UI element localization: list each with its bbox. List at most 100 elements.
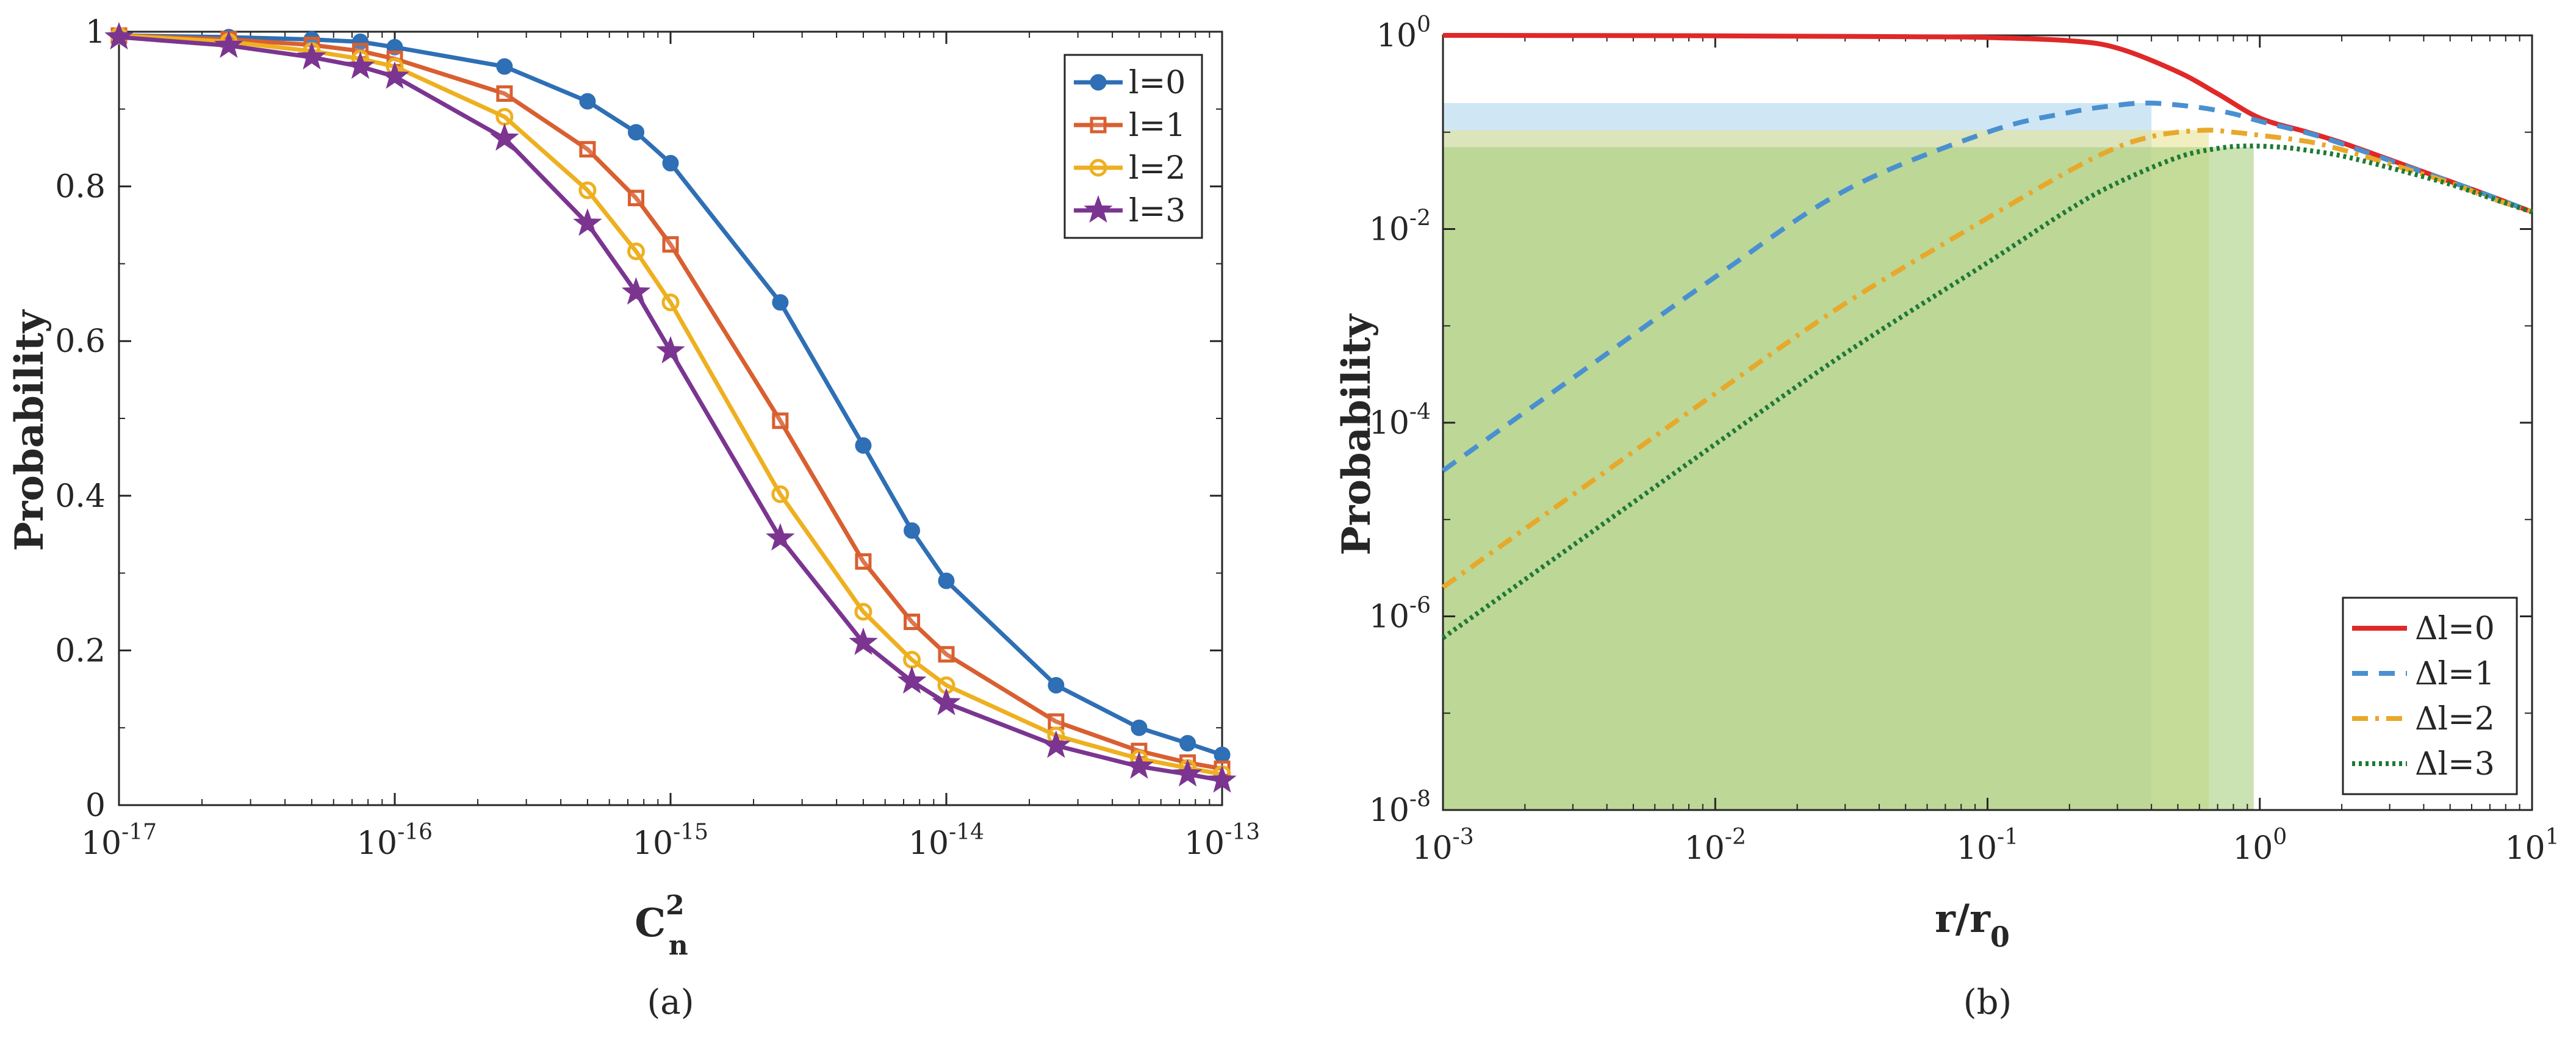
x-tick-label-a: 10-16 bbox=[357, 820, 433, 862]
x-tick-label-b-exp: -2 bbox=[1725, 825, 1746, 850]
x-axis-label-b: r/r0 bbox=[1935, 896, 2010, 953]
y-tick-label-b-base: 10 bbox=[1369, 792, 1409, 829]
y-tick-label-b: 100 bbox=[1376, 12, 1431, 54]
data-point-a-0-12 bbox=[938, 572, 955, 589]
data-point-a-3-1 bbox=[214, 30, 243, 59]
x-tick-label-a-base: 10 bbox=[908, 825, 949, 862]
legend-label-a-1: l=1 bbox=[1129, 107, 1185, 144]
x-tick-label-a: 10-17 bbox=[81, 820, 157, 862]
data-point-a-0-5 bbox=[496, 58, 513, 75]
series-line-b-3 bbox=[1441, 143, 2533, 640]
caption-a: (a) bbox=[647, 983, 694, 1022]
y-tick-label-b-exp: -2 bbox=[1409, 206, 1431, 231]
data-point-a-2-7 bbox=[627, 242, 646, 260]
y-tick-label-b-base: 10 bbox=[1376, 18, 1417, 54]
series-line-a-2 bbox=[118, 33, 1223, 776]
x-axis-label-a-sub: n bbox=[669, 930, 688, 961]
y-tick-label-b-base: 10 bbox=[1369, 212, 1409, 248]
data-point-a-2-10 bbox=[854, 603, 872, 621]
y-tick-label-a: 0.4 bbox=[55, 478, 106, 515]
x-tick-label-b-base: 10 bbox=[2505, 830, 2545, 867]
x-tick-label-a-exp: -17 bbox=[121, 820, 157, 845]
caption-b: (b) bbox=[1963, 983, 2012, 1022]
series-line-b-0 bbox=[1442, 33, 2533, 215]
y-tick-label-a: 0.2 bbox=[55, 633, 106, 669]
data-point-a-2-8 bbox=[661, 293, 680, 312]
data-point-a-0-16 bbox=[1214, 747, 1231, 764]
y-tick-label-b: 10-8 bbox=[1369, 787, 1431, 829]
legend-label-a-0: l=0 bbox=[1129, 65, 1185, 101]
x-axis-label-b-sub: 0 bbox=[1990, 920, 2010, 953]
x-tick-label-b: 10-1 bbox=[1957, 825, 2018, 867]
data-point-a-0-15 bbox=[1179, 735, 1196, 752]
x-tick-label-b-exp: -3 bbox=[1453, 825, 1474, 850]
y-tick-label-b-exp: -6 bbox=[1409, 593, 1431, 618]
data-point-a-3-11 bbox=[897, 666, 927, 694]
x-tick-label-b: 101 bbox=[2505, 825, 2559, 867]
data-point-a-0-6 bbox=[579, 93, 596, 110]
x-tick-label-b-base: 10 bbox=[2232, 830, 2273, 867]
data-point-a-3-9 bbox=[766, 523, 795, 551]
data-point-a-3-7 bbox=[621, 277, 651, 305]
y-axis-label-b: Probability bbox=[1334, 314, 1380, 556]
data-point-a-0-7 bbox=[628, 124, 645, 141]
data-point-a-3-16 bbox=[1207, 765, 1237, 793]
panel-b-chart: 10-3 10-2 10-1 100 10110-810-610-410-2100Pro… bbox=[1334, 12, 2560, 1022]
y-tick-label-b-base: 10 bbox=[1369, 405, 1409, 442]
data-point-a-3-6 bbox=[573, 208, 602, 236]
x-tick-label-a-exp: -14 bbox=[949, 820, 984, 845]
x-axis-label-b-base: r/r bbox=[1935, 896, 1991, 942]
legend-label-a-2: l=2 bbox=[1129, 150, 1185, 187]
legend-marker-a-0 bbox=[1090, 74, 1107, 91]
x-axis-label-a: C2 n bbox=[635, 890, 688, 961]
x-tick-label-a-exp: -13 bbox=[1225, 820, 1260, 845]
data-point-a-1-5 bbox=[496, 85, 513, 102]
legend-marker-a-3 bbox=[1084, 195, 1113, 223]
x-tick-label-a-base: 10 bbox=[357, 825, 397, 862]
shaded-region-b-2 bbox=[1443, 147, 2254, 810]
legend-b: Δl=0 Δl=1 Δl=2 Δl=3 bbox=[2342, 597, 2518, 795]
data-point-a-3-3 bbox=[345, 51, 375, 79]
legend-label-a-3: l=3 bbox=[1129, 193, 1185, 229]
data-point-a-3-8 bbox=[656, 335, 685, 364]
data-point-a-1-13 bbox=[1048, 713, 1065, 730]
y-tick-label-b-exp: -4 bbox=[1409, 400, 1431, 425]
y-tick-label-b: 10-6 bbox=[1369, 593, 1431, 636]
series-line-b-1 bbox=[1441, 100, 2533, 473]
x-tick-label-a-exp: -16 bbox=[397, 820, 433, 845]
x-tick-label-a: 10-15 bbox=[633, 820, 708, 862]
series-a-l=3 bbox=[104, 21, 1237, 793]
legend-label-b-1: Δl=1 bbox=[2415, 656, 2495, 692]
x-tick-label-b: 100 bbox=[2232, 825, 2287, 867]
x-tick-label-b-base: 10 bbox=[1412, 830, 1452, 867]
legend-marker-a-2 bbox=[1089, 159, 1107, 177]
data-point-a-0-14 bbox=[1131, 719, 1148, 736]
data-point-a-3-5 bbox=[490, 123, 519, 151]
data-point-a-3-10 bbox=[849, 627, 878, 655]
x-tick-label-a: 10-14 bbox=[908, 820, 984, 862]
data-point-a-1-12 bbox=[938, 646, 955, 663]
data-point-a-0-9 bbox=[772, 294, 789, 311]
x-tick-label-a: 10-13 bbox=[1184, 820, 1260, 862]
x-tick-label-a-base: 10 bbox=[1184, 825, 1225, 862]
data-point-a-1-8 bbox=[662, 236, 679, 253]
x-tick-label-b-base: 10 bbox=[1957, 830, 1997, 867]
data-point-a-0-13 bbox=[1048, 676, 1065, 694]
data-point-a-3-4 bbox=[380, 61, 409, 89]
data-point-a-1-11 bbox=[904, 613, 921, 630]
legend-label-b-3: Δl=3 bbox=[2415, 746, 2495, 783]
data-point-a-0-10 bbox=[855, 437, 872, 454]
data-point-a-3-0 bbox=[104, 21, 134, 50]
y-tick-label-b-exp: -8 bbox=[1409, 787, 1431, 812]
data-point-a-3-12 bbox=[932, 687, 961, 715]
legend-label-b-0: Δl=0 bbox=[2415, 611, 2495, 647]
data-point-a-0-11 bbox=[904, 522, 921, 539]
x-tick-label-b: 10-2 bbox=[1685, 825, 1746, 867]
y-tick-label-b-base: 10 bbox=[1369, 599, 1409, 636]
y-tick-label-a: 0 bbox=[85, 787, 106, 824]
y-tick-label-a: 0.6 bbox=[55, 323, 106, 360]
y-tick-label-a: 0.8 bbox=[55, 169, 106, 206]
x-tick-label-a-base: 10 bbox=[81, 825, 121, 862]
y-tick-label-b-exp: 0 bbox=[1417, 12, 1431, 37]
